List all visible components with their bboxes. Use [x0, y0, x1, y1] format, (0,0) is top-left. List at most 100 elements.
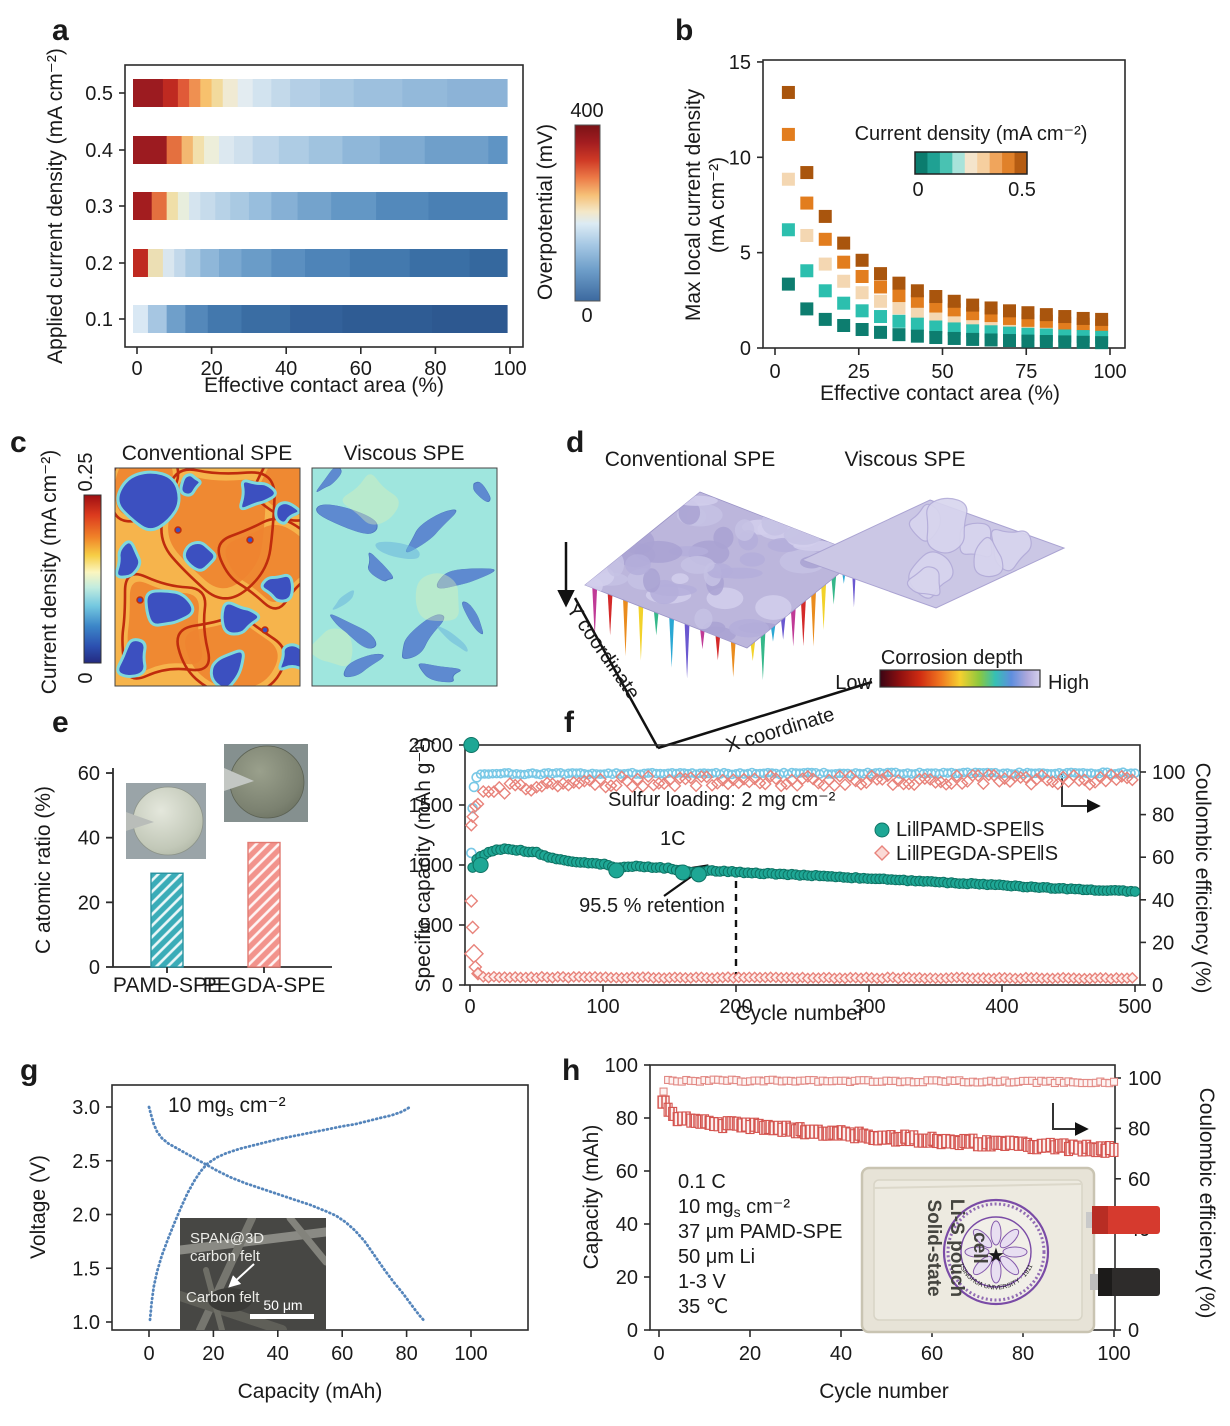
e-bar	[247, 841, 281, 968]
f-x-tick-label: 100	[586, 996, 619, 1018]
f-pegda-ce-marker	[891, 773, 905, 787]
h-y-axis-label-right: Coulombic efficiency (%)	[1195, 1088, 1218, 1319]
c-right-streak	[316, 468, 342, 492]
d-spike	[638, 603, 644, 661]
a-colorbar-min: 0	[581, 305, 592, 327]
f-pegda-ce-marker	[796, 772, 809, 786]
b-marker-0.2	[874, 310, 888, 324]
b-marker-0.5	[910, 284, 924, 298]
f-pegda-ce-marker	[1125, 773, 1139, 787]
f-pegda-ce-marker	[583, 773, 597, 787]
f-pegda-ce-marker	[684, 771, 698, 785]
c-left-blob	[278, 643, 300, 671]
b-x-tick-label: 25	[848, 361, 870, 383]
d-right-blob	[973, 536, 1004, 578]
g-sem-fiber	[196, 1218, 256, 1330]
f-pegda-ce-marker	[551, 779, 565, 793]
d-spike	[780, 615, 786, 640]
d-y-axis-line	[573, 597, 660, 749]
f-pegda-ce-marker	[503, 777, 517, 791]
c-colorbar	[83, 494, 102, 664]
b-marker-0.5	[800, 166, 814, 180]
c-left-dot	[261, 626, 269, 634]
b-legend-max: 0.5	[1008, 179, 1036, 201]
a-heat-cell	[166, 305, 186, 333]
f-pegda-ce-marker	[865, 769, 879, 783]
c-right-pale	[342, 474, 399, 525]
a-heat-cell	[252, 136, 280, 164]
f-pegda-ce-marker	[652, 776, 666, 790]
b-marker-0.3	[818, 257, 832, 271]
g-x-tick-label: 60	[331, 1343, 353, 1365]
a-heat-cell	[215, 192, 231, 220]
c-map-conventional	[115, 468, 300, 686]
b-marker-0.4	[837, 255, 851, 269]
f-pegda-ce-marker	[982, 768, 996, 782]
b-legend-swatch	[927, 152, 941, 174]
f-pegda-ce-marker	[530, 780, 543, 794]
g-sem-inset	[180, 1218, 326, 1330]
b-x-tick-label: 50	[931, 361, 953, 383]
g-x-tick-label: 20	[202, 1343, 224, 1365]
b-marker-0.5	[966, 298, 980, 312]
f-pegda-ce-marker	[464, 818, 478, 832]
b-marker-0.4	[818, 232, 832, 246]
a-x-tick-label: 80	[424, 358, 446, 380]
b-marker-0.1	[837, 318, 851, 332]
g-sem-shadow	[208, 1288, 252, 1312]
a-heat-cell	[428, 192, 508, 220]
h-tab-red	[1092, 1206, 1160, 1234]
b-marker-0.5	[1021, 306, 1035, 320]
f-pegda-ce-marker	[881, 769, 895, 783]
a-heat-cell	[189, 192, 201, 220]
c-title-left: Conventional SPE	[122, 442, 292, 465]
b-y-tick-label: 15	[729, 52, 751, 74]
f-yl-tick-label: 0	[442, 975, 453, 997]
a-heat-cell	[162, 249, 175, 277]
f-pegda-ce-marker	[950, 769, 964, 783]
a-heat-cell	[200, 249, 220, 277]
b-x-axis-label: Effective contact area (%)	[820, 382, 1060, 405]
c-title-right: Viscous SPE	[343, 442, 464, 465]
b-marker-0.4	[800, 196, 814, 210]
h-seal-outer-ring	[942, 1198, 1050, 1306]
a-heat-cell	[162, 79, 179, 107]
c-map-viscous	[312, 468, 497, 686]
b-x-tick-label: 75	[1015, 361, 1037, 383]
f-pegda-ce-marker	[886, 778, 900, 792]
h-yr-tick-label: 80	[1128, 1118, 1150, 1140]
a-heat-cell	[233, 136, 254, 164]
f-yr-tick-label: 20	[1152, 932, 1174, 954]
h-seal-petal	[990, 1258, 1002, 1284]
b-marker-0.2	[837, 296, 851, 310]
b-marker-0.2	[929, 320, 943, 334]
f-pegda-ce-marker	[992, 774, 1006, 788]
c-colorbar-max: 0.25	[75, 453, 97, 492]
f-pegda-capacity-marker	[464, 943, 484, 964]
b-marker-0.2	[910, 317, 924, 331]
g-sem-fiber	[180, 1291, 287, 1330]
f-pegda-ce-marker	[572, 776, 586, 790]
a-heat-cell	[342, 136, 381, 164]
c-right-frame	[311, 467, 498, 687]
b-marker-0.1	[1003, 334, 1016, 348]
b-marker-0.2	[892, 314, 906, 328]
b-marker-0.5	[892, 276, 906, 290]
d-bump	[734, 519, 755, 541]
e-y-tick-label: 60	[78, 763, 100, 785]
c-left-blob	[144, 589, 195, 627]
a-x-tick-label: 100	[493, 358, 526, 380]
g-inset-scalebar	[250, 1314, 314, 1319]
g-y-tick-label: 2.0	[72, 1205, 100, 1227]
d-bump	[755, 595, 792, 620]
f-pegda-ce-marker	[593, 772, 607, 786]
b-marker-0.1	[818, 312, 832, 326]
a-heat-cell	[320, 79, 355, 107]
d-spike	[800, 599, 806, 647]
e-y-tick-label: 20	[78, 892, 100, 914]
b-marker-0.2	[800, 264, 814, 278]
h-tab-black-shade	[1098, 1268, 1112, 1296]
f-pegda-ce-marker	[476, 785, 490, 798]
a-heat-cell	[204, 136, 220, 164]
